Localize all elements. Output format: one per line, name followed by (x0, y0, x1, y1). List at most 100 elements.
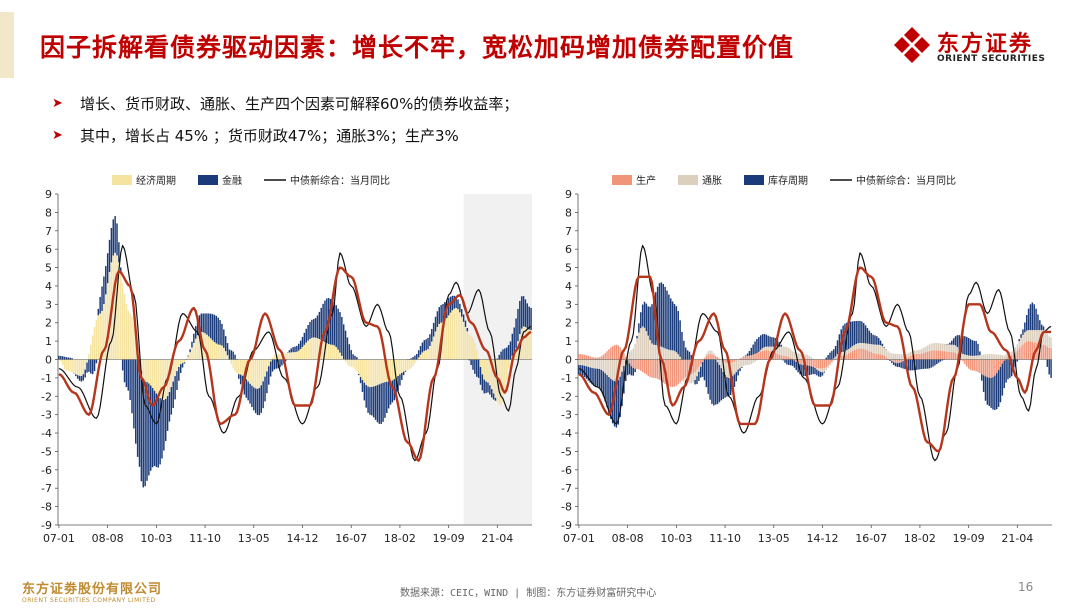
bar-生产 (894, 359, 897, 363)
bar-生产 (996, 359, 998, 374)
bar-库存周期 (728, 377, 730, 397)
bar-生产 (847, 353, 850, 360)
bar-经济周期 (466, 331, 469, 360)
bar-库存周期 (844, 323, 846, 352)
bar-库存周期 (791, 359, 794, 366)
bar-金融 (271, 359, 274, 372)
bar-生产 (718, 358, 721, 360)
bar-金融 (455, 296, 457, 309)
bar-金融 (219, 320, 221, 345)
bar-生产 (821, 359, 824, 369)
bar-金融 (76, 375, 79, 379)
bar-库存周期 (803, 365, 805, 377)
bullet-item: ➤ 其中，增长占 45% ；货币财政47%；通胀3%；生产3% (52, 120, 518, 152)
bar-通胀 (864, 343, 867, 350)
bar-库存周期 (786, 359, 788, 365)
bar-生产 (784, 355, 786, 360)
bar-金融 (513, 327, 515, 354)
bar-库存周期 (660, 282, 663, 347)
bar-通胀 (701, 361, 704, 362)
y-tick-label: -4 (41, 427, 52, 440)
bar-生产 (849, 352, 852, 360)
bar-库存周期 (640, 312, 642, 329)
bar-经济周期 (226, 355, 229, 360)
bar-经济周期 (232, 359, 234, 368)
bar-生产 (913, 354, 916, 360)
bar-库存周期 (1048, 359, 1050, 375)
bar-通胀 (683, 378, 685, 382)
bar-经济周期 (196, 335, 199, 360)
bar-经济周期 (247, 359, 249, 382)
bar-生产 (966, 359, 968, 367)
bar-通胀 (611, 359, 614, 381)
bar-金融 (281, 359, 283, 366)
bar-通胀 (922, 347, 925, 353)
bar-库存周期 (720, 368, 723, 401)
bar-经济周期 (150, 359, 152, 386)
bar-生产 (596, 357, 599, 360)
bar-经济周期 (492, 359, 495, 394)
bar-生产 (585, 355, 588, 360)
bar-经济周期 (148, 359, 150, 384)
y-tick-label: 1 (45, 335, 52, 348)
bar-生产 (975, 359, 977, 372)
bar-库存周期 (967, 338, 970, 356)
bar-通胀 (1029, 330, 1032, 342)
bar-金融 (498, 354, 500, 360)
bar-金融 (326, 298, 328, 344)
bar-通胀 (825, 367, 827, 371)
bar-生产 (705, 356, 708, 360)
bar-通胀 (630, 350, 633, 360)
bar-通胀 (947, 344, 949, 352)
bar-经济周期 (288, 352, 291, 360)
bar-库存周期 (868, 330, 871, 344)
bar-库存周期 (610, 378, 612, 419)
bar-经济周期 (309, 338, 311, 360)
bar-经济周期 (337, 349, 339, 360)
bar-生产 (862, 349, 865, 360)
bar-通胀 (945, 344, 947, 352)
bar-经济周期 (399, 359, 401, 375)
bar-库存周期 (596, 368, 599, 388)
bar-库存周期 (825, 357, 827, 360)
bar-生产 (686, 359, 689, 376)
bar-生产 (881, 354, 884, 360)
bar-生产 (986, 359, 989, 378)
bar-生产 (864, 349, 867, 360)
bar-金融 (434, 316, 437, 332)
bar-经济周期 (329, 344, 332, 360)
bar-通胀 (962, 353, 964, 360)
bar-经济周期 (181, 359, 184, 364)
bar-通胀 (934, 342, 936, 351)
bar-通胀 (1003, 355, 1005, 360)
bar-库存周期 (724, 375, 726, 398)
bar-通胀 (602, 359, 605, 372)
bar-生产 (632, 359, 634, 369)
bar-金融 (221, 323, 223, 346)
bar-经济周期 (470, 335, 472, 360)
bar-库存周期 (767, 335, 769, 347)
bar-库存周期 (705, 359, 708, 388)
bullet-item: ➤ 增长、货币财政、通胀、生产四个因素可解释60%的债券收益率； (52, 88, 518, 120)
bar-经济周期 (198, 332, 201, 360)
bar-金融 (243, 377, 246, 395)
bar-通胀 (759, 349, 762, 352)
bar-金融 (224, 336, 227, 352)
bar-金融 (447, 298, 450, 316)
bar-库存周期 (896, 363, 899, 367)
bar-库存周期 (956, 335, 959, 348)
bar-通胀 (879, 345, 882, 355)
bar-生产 (698, 359, 700, 368)
bar-通胀 (666, 349, 668, 360)
bar-金融 (337, 308, 339, 350)
x-tick-label: 11-10 (709, 532, 741, 545)
bar-生产 (591, 356, 593, 360)
legend-label: 金融 (222, 174, 242, 187)
bar-生产 (876, 353, 878, 360)
bar-生产 (814, 359, 816, 368)
bar-经济周期 (80, 359, 83, 377)
bar-库存周期 (986, 377, 989, 405)
bar-通胀 (887, 351, 889, 359)
bar-金融 (232, 351, 234, 360)
bar-经济周期 (238, 359, 240, 375)
